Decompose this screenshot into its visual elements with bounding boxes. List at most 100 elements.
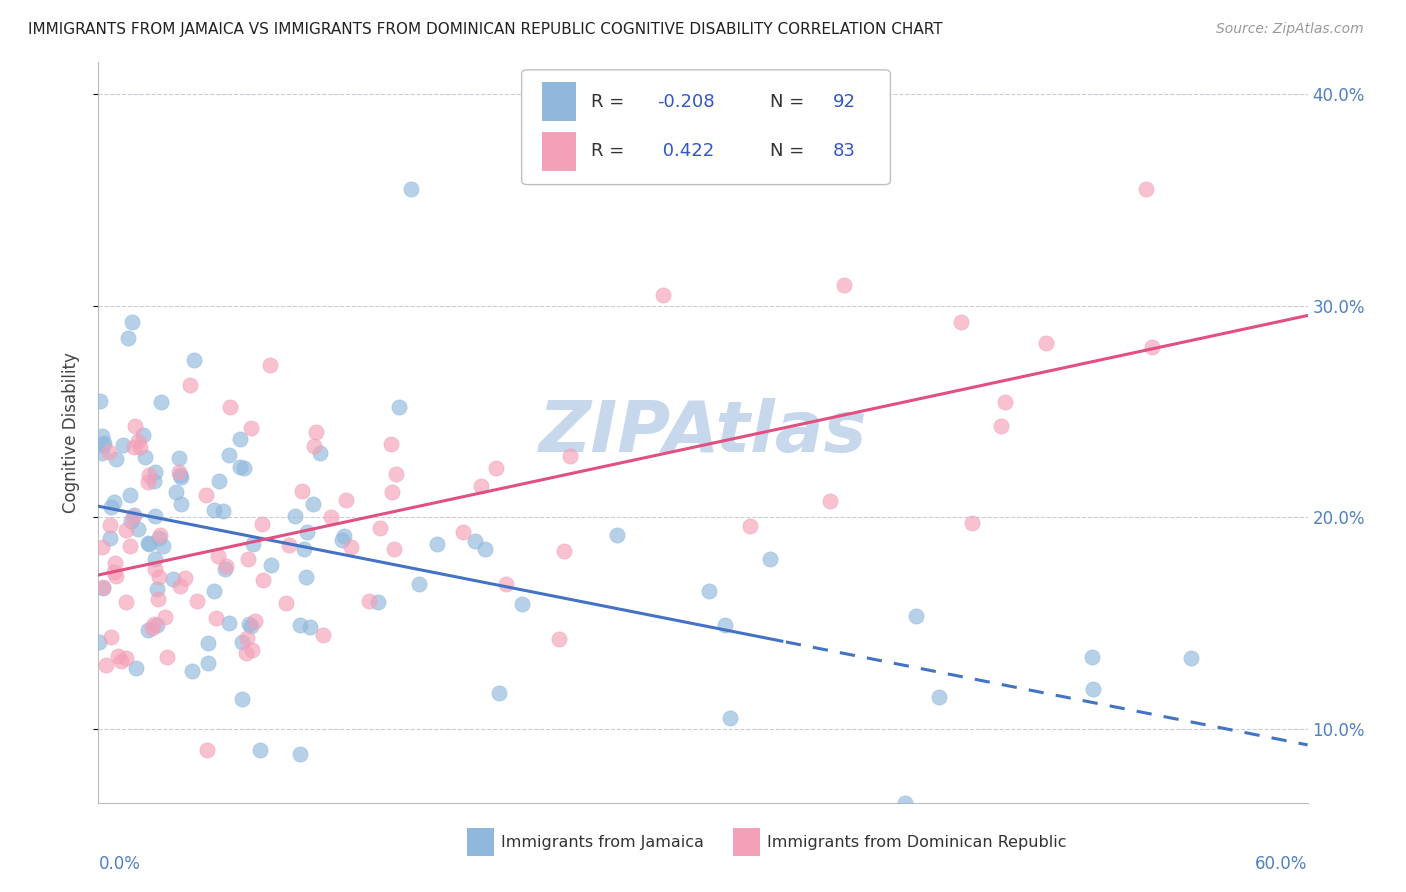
Point bbox=[299, 620, 322, 634]
Point bbox=[962, 516, 984, 530]
Point bbox=[117, 331, 139, 345]
Point bbox=[205, 611, 228, 625]
Point bbox=[252, 574, 274, 588]
Point bbox=[426, 537, 449, 551]
Point bbox=[950, 316, 973, 330]
Point bbox=[309, 446, 332, 460]
Point bbox=[214, 559, 236, 574]
Point bbox=[122, 508, 145, 523]
Point bbox=[240, 642, 263, 657]
Point bbox=[384, 467, 406, 482]
Point bbox=[928, 690, 950, 705]
Point bbox=[359, 594, 381, 608]
Point bbox=[380, 436, 402, 450]
Point bbox=[122, 509, 145, 524]
Point bbox=[1080, 650, 1102, 665]
Point bbox=[124, 419, 146, 434]
Point bbox=[218, 615, 240, 630]
Text: Immigrants from Dominican Republic: Immigrants from Dominican Republic bbox=[768, 835, 1067, 849]
Point bbox=[288, 617, 311, 632]
Point bbox=[148, 570, 170, 584]
Point bbox=[485, 461, 508, 475]
Point bbox=[207, 549, 229, 563]
Text: 83: 83 bbox=[832, 143, 855, 161]
Point bbox=[510, 597, 533, 611]
Point bbox=[90, 540, 112, 554]
Point bbox=[295, 570, 318, 584]
Point bbox=[1035, 336, 1057, 351]
Text: R =: R = bbox=[591, 143, 630, 161]
FancyBboxPatch shape bbox=[522, 70, 890, 185]
Point bbox=[103, 565, 125, 579]
Text: IMMIGRANTS FROM JAMAICA VS IMMIGRANTS FROM DOMINICAN REPUBLIC COGNITIVE DISABILI: IMMIGRANTS FROM JAMAICA VS IMMIGRANTS FR… bbox=[28, 22, 943, 37]
Point bbox=[179, 378, 201, 392]
Point bbox=[145, 466, 167, 480]
Point bbox=[387, 400, 409, 414]
Point bbox=[453, 525, 475, 540]
Point bbox=[651, 288, 673, 302]
Point bbox=[340, 540, 363, 554]
Point bbox=[91, 581, 114, 595]
Point bbox=[321, 510, 343, 524]
Text: Source: ZipAtlas.com: Source: ZipAtlas.com bbox=[1216, 22, 1364, 37]
Point bbox=[312, 628, 335, 642]
Point bbox=[197, 636, 219, 650]
Point bbox=[100, 630, 122, 644]
Point bbox=[167, 450, 190, 465]
Text: 92: 92 bbox=[832, 93, 855, 111]
Point bbox=[1081, 682, 1104, 697]
Point bbox=[143, 562, 166, 576]
Point bbox=[136, 536, 159, 550]
Point bbox=[560, 449, 582, 463]
Point bbox=[288, 747, 311, 761]
Point bbox=[335, 492, 357, 507]
Point bbox=[305, 425, 328, 439]
Point bbox=[249, 743, 271, 757]
Point bbox=[105, 452, 128, 467]
Point bbox=[89, 393, 111, 408]
Point bbox=[136, 475, 159, 489]
Point bbox=[243, 614, 266, 628]
Point bbox=[121, 315, 143, 329]
Point bbox=[464, 533, 486, 548]
Point bbox=[219, 401, 242, 415]
Point bbox=[718, 711, 741, 725]
Point bbox=[96, 657, 118, 672]
Point bbox=[291, 483, 314, 498]
Point bbox=[170, 469, 193, 483]
Point bbox=[98, 518, 121, 533]
Point bbox=[110, 654, 132, 668]
Point bbox=[105, 569, 128, 583]
Point bbox=[758, 552, 780, 566]
Point bbox=[146, 582, 169, 597]
Point bbox=[284, 509, 307, 524]
Point bbox=[120, 539, 142, 553]
Point bbox=[990, 419, 1012, 434]
Point bbox=[134, 450, 156, 465]
Point bbox=[162, 572, 184, 586]
Text: 0.0%: 0.0% bbox=[98, 855, 141, 872]
Point bbox=[904, 609, 927, 624]
Point bbox=[142, 617, 165, 632]
Point bbox=[141, 621, 163, 635]
Point bbox=[120, 514, 142, 528]
Point bbox=[260, 558, 283, 573]
Point bbox=[793, 806, 815, 821]
Point bbox=[111, 437, 134, 451]
Point bbox=[495, 577, 517, 591]
Point bbox=[148, 531, 170, 545]
Point bbox=[278, 538, 301, 552]
Point bbox=[231, 692, 253, 706]
Point bbox=[127, 434, 149, 448]
Point bbox=[740, 519, 762, 533]
Point bbox=[143, 551, 166, 566]
Text: 0.422: 0.422 bbox=[657, 143, 714, 161]
Point bbox=[91, 580, 114, 594]
Point bbox=[292, 541, 315, 556]
Point bbox=[104, 556, 127, 570]
Point bbox=[98, 531, 121, 545]
Point bbox=[893, 796, 915, 810]
Point bbox=[233, 461, 256, 475]
Point bbox=[125, 660, 148, 674]
Point bbox=[229, 459, 252, 474]
